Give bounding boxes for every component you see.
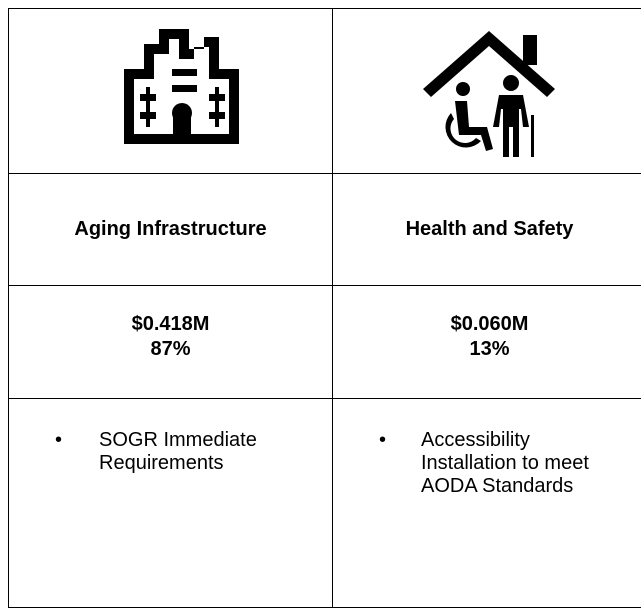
amount: $0.418M (131, 313, 210, 335)
amount-cell: $0.418M 87% (8, 285, 333, 399)
share: 87% (150, 338, 191, 360)
share: 13% (469, 338, 510, 360)
amount-cell: $0.060M 13% (332, 285, 641, 399)
icon-cell (8, 8, 333, 174)
building-icon (124, 29, 239, 144)
accessibility-icon (423, 31, 555, 157)
column-title: Aging Infrastructure (8, 173, 333, 286)
amount: $0.060M (450, 313, 529, 335)
bullet: • (55, 429, 63, 451)
item-cell: • SOGR Immediate Requirements (8, 398, 333, 608)
column-title: Health and Safety (332, 173, 641, 286)
item-cell: • Accessibility Installation to meet AOD… (332, 398, 641, 608)
icon-cell (332, 8, 641, 174)
item-text: Accessibility Installation to meet AODA … (421, 429, 589, 497)
bullet: • (379, 429, 387, 451)
item-text: SOGR Immediate Requirements (99, 429, 257, 474)
